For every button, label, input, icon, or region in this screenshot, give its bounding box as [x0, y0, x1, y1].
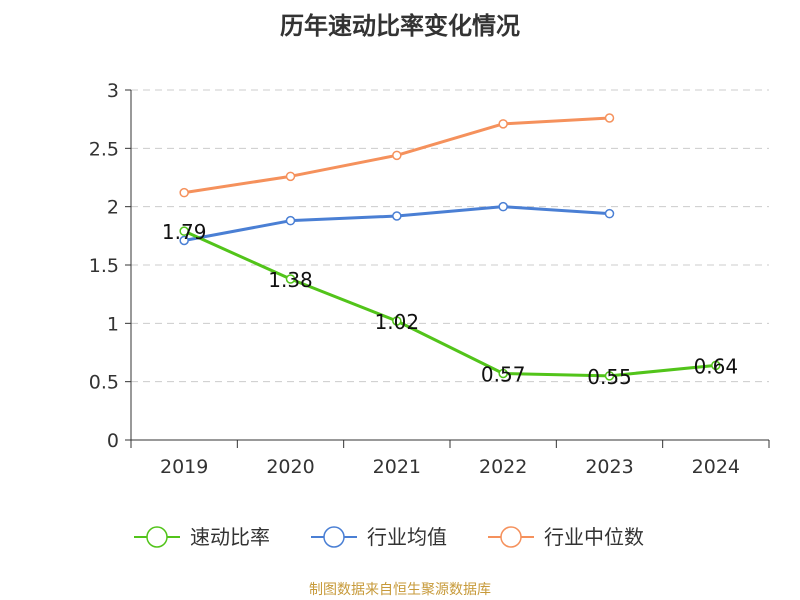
data-label: 1.79: [162, 220, 207, 244]
data-point[interactable]: [711, 360, 721, 371]
data-point[interactable]: [179, 235, 189, 246]
data-labels: 1.79 1.38 1.02 0.57 0.55 0.64: [162, 220, 738, 389]
y-tick-label: 0: [107, 430, 119, 452]
data-point[interactable]: [179, 226, 189, 236]
legend-label: 速动比率: [190, 525, 270, 549]
data-point[interactable]: [285, 215, 296, 226]
data-label: 0.57: [481, 363, 526, 387]
x-tick-label: 2019: [160, 456, 208, 478]
data-point[interactable]: [498, 119, 508, 129]
x-tick-label: 2023: [585, 456, 633, 478]
data-point[interactable]: [285, 171, 296, 182]
data-point[interactable]: [392, 316, 402, 326]
data-point[interactable]: [179, 187, 189, 198]
legend-marker: [323, 526, 345, 548]
data-point[interactable]: [498, 201, 508, 212]
y-tick-label: 1: [107, 313, 119, 335]
data-point[interactable]: [498, 368, 508, 379]
source-note: 制图数据来自恒生聚源数据库: [309, 582, 491, 598]
data-label: 0.55: [587, 365, 632, 389]
chart-title: 历年速动比率变化情况: [280, 12, 520, 40]
y-tick-label: 0.5: [89, 372, 119, 394]
data-label: 1.38: [268, 268, 313, 292]
y-tick-label: 1.5: [89, 255, 119, 277]
data-point[interactable]: [604, 113, 615, 123]
x-tick-label: 2024: [692, 456, 740, 478]
legend-item[interactable]: 行业均值: [311, 525, 447, 549]
y-tick-label: 2: [107, 197, 119, 219]
legend[interactable]: 速动比率 行业均值 行业中位数: [134, 525, 644, 549]
legend-label: 行业中位数: [544, 525, 644, 549]
series-group: [179, 113, 721, 381]
data-point[interactable]: [392, 150, 402, 161]
data-point[interactable]: [285, 274, 296, 284]
grid-lines: [131, 89, 769, 383]
legend-item[interactable]: 行业中位数: [488, 525, 644, 549]
x-tick-label: 2020: [266, 456, 314, 478]
legend-item[interactable]: 速动比率: [134, 525, 270, 549]
axes: 0 0.5 1 1.5 2 2.5 3 2019 2020 2021 2022 2023 2024: [89, 80, 770, 478]
data-label: 0.64: [694, 354, 739, 378]
legend-label: 行业均值: [367, 525, 447, 549]
data-point[interactable]: [392, 211, 402, 221]
legend-marker: [146, 526, 168, 548]
series-line-0: [183, 229, 716, 378]
data-point[interactable]: [604, 208, 615, 219]
data-label: 1.02: [375, 310, 420, 334]
legend-marker: [500, 526, 522, 548]
x-tick-label: 2022: [479, 456, 527, 478]
x-tick-label: 2021: [373, 456, 421, 478]
y-tick-label: 3: [107, 80, 119, 102]
data-point[interactable]: [604, 371, 615, 381]
y-tick-label: 2.5: [89, 138, 119, 160]
